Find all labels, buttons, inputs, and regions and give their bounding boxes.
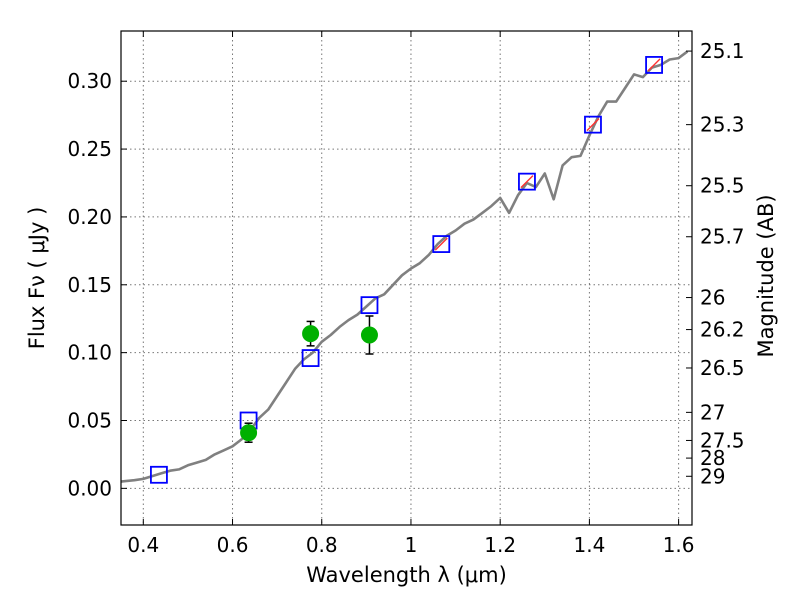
y2-tick-label: 25.5: [700, 174, 745, 198]
observed-point: [302, 325, 320, 343]
model-point-square: [432, 235, 451, 253]
y2-tick-label: 25.3: [700, 113, 745, 137]
x-tick-label: 1: [405, 533, 418, 557]
x-tick-label: 1.2: [484, 533, 516, 557]
y2-tick-label: 26.5: [700, 356, 745, 380]
y2-tick-label: 25.1: [700, 39, 745, 63]
model-point-square: [645, 56, 663, 74]
model-point-square: [360, 296, 379, 315]
observed-point: [360, 326, 378, 344]
y2-axis-label: Magnitude (AB): [754, 194, 778, 357]
model-point-square: [518, 172, 536, 191]
y-axis-label: Flux Fν ( μJy ): [25, 207, 49, 350]
y2-tick-label: 25.7: [700, 225, 745, 249]
y2-tick-label: 28: [700, 446, 725, 470]
x-tick-label: 0.6: [217, 533, 249, 557]
model-point-square: [150, 465, 168, 484]
x-tick-label: 0.4: [127, 533, 159, 557]
y-tick-label: 0.00: [67, 476, 112, 500]
x-tick-label: 1.4: [573, 533, 605, 557]
x-tick-label: 0.8: [306, 533, 338, 557]
y2-tick-label: 27.5: [700, 428, 745, 452]
observed-point: [240, 424, 258, 442]
y2-tick-label: 29: [700, 464, 725, 488]
model-point-tick: [520, 175, 534, 189]
y-tick-label: 0.15: [67, 273, 112, 297]
ticks: 0.4 0.6 0.8 1 1.2 1.4 1.6 0.00 0.05 0.10 0.15 0.20 0…: [67, 31, 745, 557]
model-point-tick: [647, 58, 661, 72]
y-tick-label: 0.10: [67, 341, 112, 365]
marker-layer: [150, 56, 663, 484]
y2-tick-label: 26: [700, 286, 725, 310]
y-tick-label: 0.20: [67, 205, 112, 229]
grid: [121, 31, 692, 525]
y2-tick-label: 26.2: [700, 318, 745, 342]
y-tick-label: 0.25: [67, 137, 112, 161]
y-tick-label: 0.30: [67, 69, 112, 93]
x-tick-label: 1.6: [663, 533, 695, 557]
x-axis-label: Wavelength λ (μm): [306, 563, 507, 587]
spectrum-line-layer: [120, 50, 689, 483]
model-point-square: [584, 115, 602, 134]
model-point-square: [301, 349, 320, 367]
plot-frame: [120, 30, 693, 526]
spectrum-line: [120, 50, 689, 483]
model-point-tick: [586, 118, 600, 132]
model-point-tick: [434, 237, 448, 251]
y-tick-label: 0.05: [67, 409, 112, 433]
y2-tick-label: 27: [700, 400, 725, 424]
